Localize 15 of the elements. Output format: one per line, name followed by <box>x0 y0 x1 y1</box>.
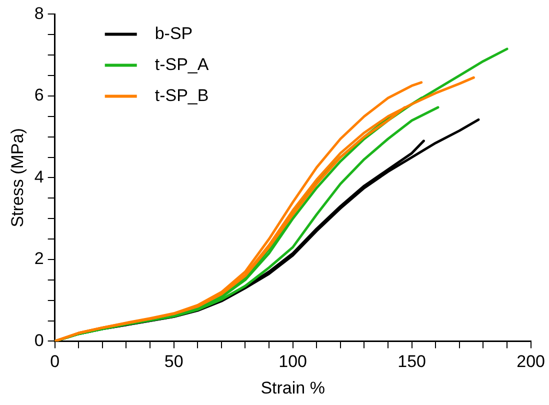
y-tick-label: 8 <box>34 4 44 23</box>
x-tick-label: 50 <box>164 352 184 372</box>
y-tick-label: 2 <box>34 249 44 268</box>
x-tick-label: 100 <box>278 352 308 372</box>
x-tick-label: 200 <box>516 352 546 372</box>
y-axis-title: Stress (MPa) <box>8 128 27 228</box>
legend-label: t-SP_B <box>154 86 209 105</box>
y-tick-label: 6 <box>34 86 44 105</box>
y-tick-label: 0 <box>34 330 44 350</box>
x-axis-title: Strain % <box>260 378 325 398</box>
legend-label: t-SP_A <box>154 54 210 74</box>
x-tick-label: 150 <box>398 352 426 372</box>
legend-label: b-SP <box>154 24 193 43</box>
x-tick-label: 0 <box>50 352 60 372</box>
y-tick-label: 4 <box>34 167 44 186</box>
